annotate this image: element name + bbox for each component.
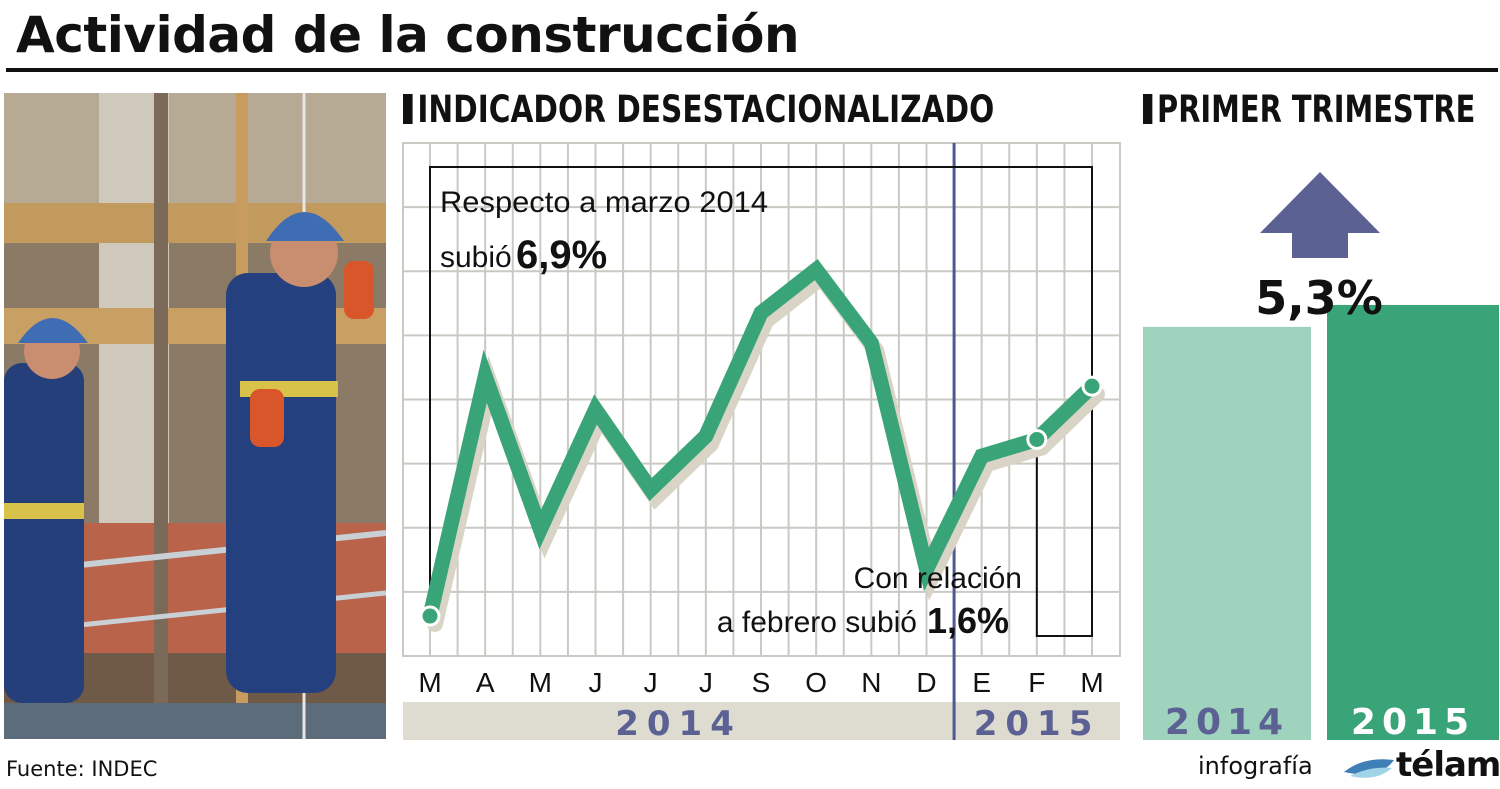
month-tick-label: E	[972, 667, 991, 698]
year-label: 2015	[974, 704, 1101, 744]
annotation-february-value: 1,6%	[927, 600, 1009, 641]
series-line	[422, 258, 1100, 624]
marker-march-2014	[419, 605, 441, 627]
bar-2014	[1143, 326, 1311, 740]
bar-chart-title-text: PRIMER TRIMESTRE	[1157, 88, 1476, 131]
credit-text: infografía	[1198, 752, 1313, 780]
brand-name: télam	[1396, 745, 1500, 785]
construction-workers-photo	[4, 93, 386, 739]
up-arrow-icon	[1260, 172, 1380, 258]
annotation-february-line2: a febrero subió	[717, 606, 917, 639]
line-chart-title-text: INDICADOR DESESTACIONALIZADO	[417, 88, 995, 131]
month-tick-label: A	[476, 667, 495, 698]
month-tick-label: F	[1028, 667, 1045, 698]
month-tick-label: M	[529, 667, 552, 698]
title-rule	[6, 68, 1498, 72]
title-marker	[403, 94, 413, 124]
month-tick-label: J	[644, 667, 658, 698]
bar-chart-title: PRIMER TRIMESTRE	[1143, 90, 1475, 130]
source-note: Fuente: INDEC	[6, 757, 158, 781]
annotation-march-line1: Respecto a marzo 2014	[440, 186, 768, 219]
title-marker	[1143, 94, 1153, 124]
telam-logo-icon	[1344, 759, 1394, 778]
annotation-february-line1: Con relación	[854, 562, 1022, 595]
month-tick-label: J	[589, 667, 603, 698]
bar-category-label: 2015	[1351, 702, 1475, 743]
month-tick-label: J	[699, 667, 713, 698]
year-label: 2014	[615, 704, 742, 744]
month-tick-label: M	[1080, 667, 1103, 698]
annotation-bracket-february	[1035, 386, 1093, 637]
month-tick-label: S	[752, 667, 771, 698]
bar-2015	[1327, 304, 1499, 740]
bar-growth-label: 5,3%	[1255, 271, 1383, 325]
year-band	[403, 702, 1120, 740]
line-chart-title: INDICADOR DESESTACIONALIZADO	[403, 90, 994, 130]
marker-february-2015	[1026, 428, 1048, 450]
bar-category-label: 2014	[1165, 702, 1289, 743]
page-title: Actividad de la construcción	[16, 6, 800, 64]
month-tick-label: M	[418, 667, 441, 698]
marker-march-2015	[1081, 375, 1103, 397]
annotation-bracket-march	[429, 166, 1093, 617]
annotation-march-line2: subió	[440, 241, 512, 274]
month-tick-label: N	[861, 667, 881, 698]
month-tick-label: D	[916, 667, 936, 698]
month-tick-label: O	[805, 667, 827, 698]
series-line-shadow	[427, 266, 1105, 632]
annotation-march-value: 6,9%	[516, 233, 607, 277]
